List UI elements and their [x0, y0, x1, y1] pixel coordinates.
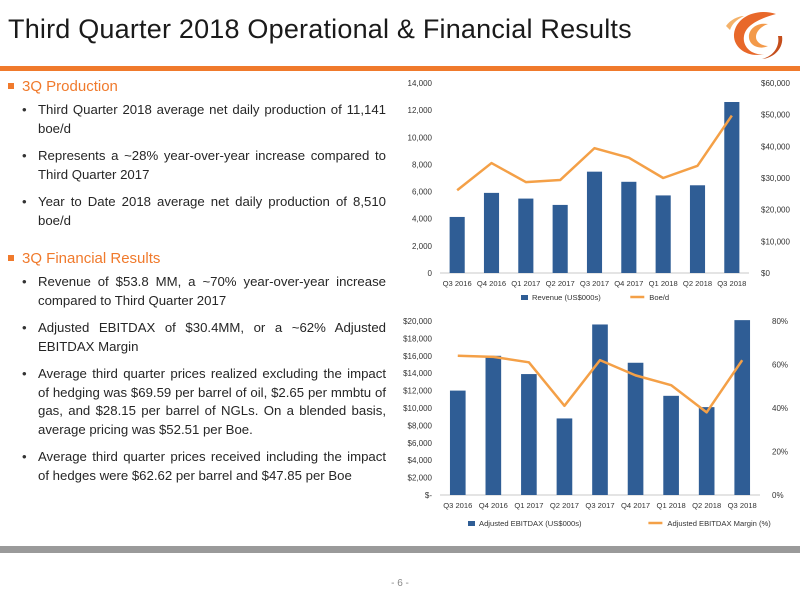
financial-bullets: Revenue of $53.8 MM, a ~70% year-over-ye… — [8, 273, 386, 485]
series-line — [457, 354, 744, 414]
y-right-tick-label: $40,000 — [761, 142, 790, 151]
y-left-tick-label: 0 — [428, 269, 433, 278]
x-tick-label: Q3 2017 — [580, 279, 609, 288]
bar — [552, 204, 568, 273]
y-left-tick-label: $18,000 — [403, 334, 432, 343]
y-right-tick-label: $0 — [761, 269, 770, 278]
y-right-tick-label: 40% — [772, 404, 788, 413]
bar — [485, 355, 502, 495]
bullet-item: Revenue of $53.8 MM, a ~70% year-over-ye… — [8, 273, 386, 310]
production-bullets: Third Quarter 2018 average net daily pro… — [8, 101, 386, 230]
x-tick-label: Q1 2018 — [657, 501, 686, 510]
y-right-tick-label: $30,000 — [761, 174, 790, 183]
ebitdax-margin-chart: $- $2,000 $4,000 $6,000 $8,000 $10,000 $12,000… — [403, 317, 788, 528]
y-left-tick-label: 10,000 — [408, 133, 433, 142]
x-tick-label: Q3 2016 — [443, 501, 472, 510]
y-left-tick-label: 8,000 — [412, 160, 433, 169]
y-right-tick-label: $20,000 — [761, 206, 790, 215]
bar — [663, 395, 679, 495]
y-left-tick-label: $20,000 — [403, 317, 432, 326]
bar — [592, 324, 608, 495]
bullet-item: Year to Date 2018 average net daily prod… — [8, 193, 386, 230]
bar — [689, 185, 706, 273]
bar — [449, 390, 466, 495]
y-left-tick-label: $10,000 — [403, 404, 432, 413]
x-tick-label: Q2 2017 — [546, 279, 575, 288]
legend-label: Boe/d — [649, 293, 669, 302]
y-left-tick-label: 14,000 — [408, 79, 433, 88]
x-tick-label: Q1 2017 — [514, 501, 543, 510]
y-left-tick-label: 4,000 — [412, 215, 433, 224]
x-tick-label: Q2 2018 — [692, 501, 721, 510]
bar — [734, 320, 751, 495]
bar — [627, 362, 644, 495]
x-tick-label: Q2 2018 — [683, 279, 712, 288]
x-tick-label: Q1 2017 — [511, 279, 540, 288]
legend-label: Adjusted EBITDAX (US$000s) — [479, 519, 582, 528]
y-left-tick-label: $16,000 — [403, 352, 432, 361]
x-tick-label: Q3 2018 — [717, 279, 746, 288]
bar — [655, 195, 671, 273]
y-left-tick-label: $8,000 — [408, 421, 433, 430]
bar — [621, 181, 637, 273]
bar — [556, 418, 573, 495]
x-tick-label: Q2 2017 — [550, 501, 579, 510]
y-left-tick-label: $4,000 — [408, 456, 433, 465]
y-right-tick-label: 80% — [772, 317, 788, 326]
company-logo-icon — [726, 12, 783, 59]
y-left-tick-label: $2,000 — [408, 474, 433, 483]
legend-swatch — [521, 295, 528, 300]
bar — [698, 407, 715, 495]
slide-title: Third Quarter 2018 Operational & Financi… — [8, 14, 632, 44]
text-panel: 3Q Production Third Quarter 2018 average… — [8, 78, 386, 505]
x-tick-label: Q3 2018 — [728, 501, 757, 510]
y-right-tick-label: 60% — [772, 361, 788, 370]
y-left-tick-label: 6,000 — [412, 188, 433, 197]
x-tick-label: Q4 2017 — [614, 279, 643, 288]
y-right-tick-label: $10,000 — [761, 237, 790, 246]
bullet-item: Represents a ~28% year-over-year increas… — [8, 147, 386, 184]
bar — [518, 198, 534, 273]
bar — [521, 374, 537, 495]
y-left-tick-label: 12,000 — [408, 106, 433, 115]
y-right-tick-label: $50,000 — [761, 111, 790, 120]
bar — [586, 171, 603, 273]
legend-swatch — [468, 521, 475, 526]
x-tick-label: Q4 2017 — [621, 501, 650, 510]
y-left-tick-label: $12,000 — [403, 387, 432, 396]
series-line — [456, 114, 733, 192]
x-tick-label: Q3 2017 — [585, 501, 614, 510]
bullet-item: Average third quarter prices received in… — [8, 448, 386, 485]
y-left-tick-label: $6,000 — [408, 439, 433, 448]
legend-label: Revenue (US$000s) — [532, 293, 601, 302]
bar — [483, 192, 500, 273]
bullet-item: Third Quarter 2018 average net daily pro… — [8, 101, 386, 138]
y-left-tick-label: $14,000 — [403, 369, 432, 378]
page-number: - 6 - — [391, 578, 409, 589]
y-left-tick-label: $- — [425, 491, 432, 500]
y-right-tick-label: 0% — [772, 491, 784, 500]
x-tick-label: Q1 2018 — [649, 279, 678, 288]
bullet-item: Average third quarter prices realized ex… — [8, 365, 386, 439]
x-tick-label: Q3 2016 — [443, 279, 472, 288]
header-divider — [0, 66, 800, 71]
bar — [449, 216, 465, 273]
y-left-tick-label: 2,000 — [412, 242, 433, 251]
bar — [724, 102, 740, 273]
financial-heading: 3Q Financial Results — [8, 250, 386, 267]
y-right-tick-label: $60,000 — [761, 79, 790, 88]
production-heading: 3Q Production — [8, 78, 386, 95]
x-tick-label: Q4 2016 — [479, 501, 508, 510]
x-tick-label: Q4 2016 — [477, 279, 506, 288]
production-revenue-chart: 0 2,000 4,000 6,000 8,000 10,000 12,000 14,000 $… — [408, 79, 790, 302]
y-right-tick-label: 20% — [772, 448, 788, 457]
footer-divider — [0, 546, 800, 553]
bullet-item: Adjusted EBITDAX of $30.4MM, or a ~62% A… — [8, 319, 386, 356]
legend-label: Adjusted EBITDAX Margin (%) — [667, 519, 771, 528]
